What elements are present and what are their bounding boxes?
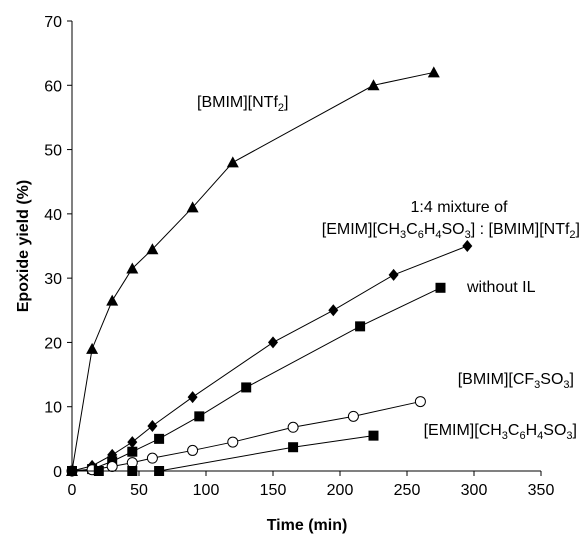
subscript: 2 xyxy=(278,102,284,114)
data-point xyxy=(241,382,252,393)
data-point xyxy=(462,240,473,252)
series-line xyxy=(71,245,468,472)
data-point xyxy=(328,304,339,317)
y-tick-label: 40 xyxy=(44,207,62,224)
data-point xyxy=(147,420,158,432)
label-text: C xyxy=(508,422,520,439)
subscript: 2 xyxy=(569,229,575,241)
series-labels: [BMIM][NTf2]1:4 mixture of[EMIM][CH3C6H4… xyxy=(197,94,580,442)
data-point xyxy=(368,430,379,441)
label-text: SO xyxy=(540,371,563,388)
data-point xyxy=(186,201,199,213)
data-point xyxy=(187,391,198,404)
subscript: 3 xyxy=(502,430,508,442)
x-axis-title: Time (min) xyxy=(267,517,348,534)
data-point xyxy=(367,79,380,91)
label-text: ] xyxy=(576,221,580,238)
data-point xyxy=(126,262,139,274)
data-point xyxy=(288,442,299,453)
y-tick-label: 60 xyxy=(44,78,62,95)
label-text: ] xyxy=(284,94,288,111)
label-text: C xyxy=(406,221,418,238)
label-text: [EMIM][CH xyxy=(424,422,502,439)
series-label: [EMIM][CH3C6H4SO3] xyxy=(424,422,577,442)
series-layer xyxy=(66,66,473,477)
data-point xyxy=(127,466,138,476)
data-point xyxy=(93,466,104,476)
data-point xyxy=(388,268,399,281)
x-tick-label: 200 xyxy=(327,482,354,499)
data-point xyxy=(106,461,118,472)
subscript: 3 xyxy=(465,229,471,241)
x-tick-label: 50 xyxy=(130,482,148,499)
data-point xyxy=(146,243,159,255)
data-point xyxy=(435,282,446,293)
data-point xyxy=(347,410,359,422)
label-text: SO xyxy=(442,221,465,238)
data-point xyxy=(86,342,99,354)
series-label: [BMIM][NTf2] xyxy=(197,94,288,114)
y-tick-label: 10 xyxy=(44,400,62,417)
data-point xyxy=(154,466,165,476)
x-tick-label: 250 xyxy=(394,482,421,499)
y-tick-label: 30 xyxy=(44,271,62,288)
y-tick-label: 70 xyxy=(44,14,62,31)
data-point xyxy=(106,294,119,306)
data-point xyxy=(287,421,299,433)
subscript: 4 xyxy=(537,430,543,442)
subscript: 3 xyxy=(534,379,540,391)
subscript: 3 xyxy=(563,379,569,391)
label-text: ] xyxy=(573,422,577,439)
label-text: SO xyxy=(543,422,566,439)
subscript: 3 xyxy=(400,229,406,241)
data-point xyxy=(154,433,165,444)
x-tick-label: 300 xyxy=(461,482,488,499)
series-label: [BMIM][CF3SO3] xyxy=(458,371,574,391)
series-4 xyxy=(67,430,379,476)
y-tick-label: 0 xyxy=(53,464,62,481)
label-text: H xyxy=(526,422,538,439)
subscript: 4 xyxy=(435,229,441,241)
label-text: ] xyxy=(570,371,574,388)
y-axis-title: Epoxide yield (%) xyxy=(15,180,32,312)
y-tick-label: 20 xyxy=(44,335,62,352)
x-tick-label: 150 xyxy=(260,482,287,499)
y-tick-label: 50 xyxy=(44,143,62,160)
data-point xyxy=(414,396,426,408)
data-point xyxy=(355,321,366,332)
subscript: 3 xyxy=(566,430,572,442)
label-text: [BMIM][NTf xyxy=(197,94,278,111)
data-point xyxy=(127,446,138,457)
series-label-line1: 1:4 mixture of xyxy=(411,199,508,216)
data-point xyxy=(226,156,239,168)
series-line xyxy=(71,287,441,472)
data-point xyxy=(67,466,77,476)
series-0 xyxy=(66,66,440,476)
data-point xyxy=(268,336,278,349)
x-tick-label: 350 xyxy=(528,482,555,499)
series-label: without IL xyxy=(466,279,536,296)
data-point xyxy=(146,452,158,464)
x-tick-label: 0 xyxy=(68,482,77,499)
series-label: [EMIM][CH3C6H4SO3] : [BMIM][NTf2] xyxy=(322,221,580,241)
data-point xyxy=(127,436,138,449)
series-line xyxy=(71,71,434,472)
x-tick-label: 100 xyxy=(193,482,220,499)
label-text: H xyxy=(424,221,436,238)
label-text: without IL xyxy=(466,279,536,296)
subscript: 6 xyxy=(418,229,424,241)
data-point xyxy=(187,444,199,456)
axes: 0 10 20 30 40 50 60 70 0 50 100 150 200 250 300 350 xyxy=(44,14,554,499)
label-text: [EMIM][CH xyxy=(322,221,400,238)
data-point xyxy=(194,411,205,422)
subscript: 6 xyxy=(519,430,525,442)
data-point xyxy=(227,436,239,448)
data-point xyxy=(427,66,440,78)
label-text: ] : [BMIM][NTf xyxy=(471,221,570,238)
label-text: [BMIM][CF xyxy=(458,371,535,388)
